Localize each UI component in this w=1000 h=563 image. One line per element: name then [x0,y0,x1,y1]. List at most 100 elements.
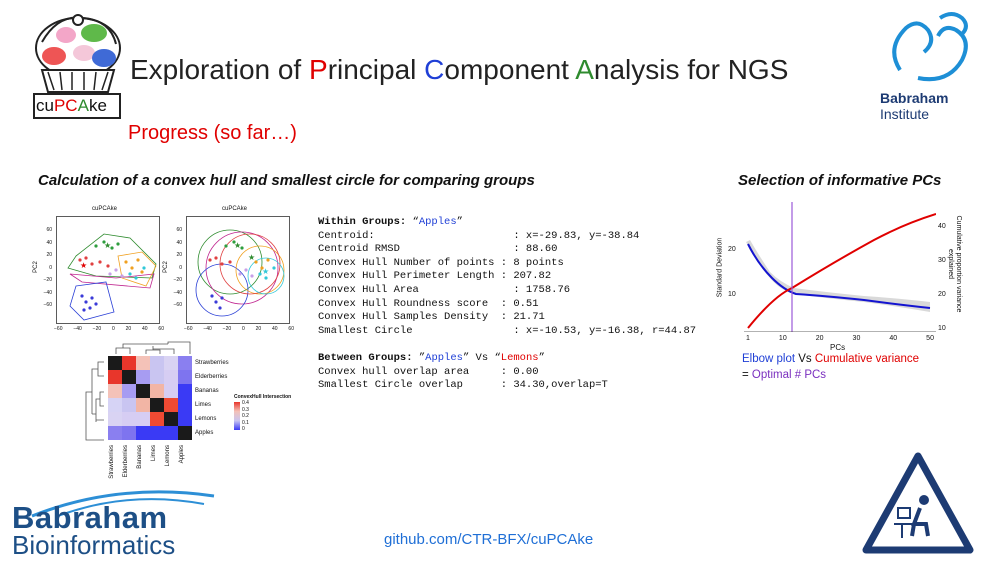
heatmap-col-label: Apples [179,445,185,464]
legend-optimal-pcs: Optimal # PCs [751,369,827,381]
y-tick: 10 [728,291,736,298]
x-tick: −60 [54,326,63,332]
scatter-plot-canvas: ★ ★ ★ [186,216,290,324]
section-left-heading: Calculation of a convex hull and smalles… [38,172,535,189]
x-tick: −20 [222,326,232,332]
scatter-plot-title: cuPCAke [92,206,118,212]
stat-line: Convex Hull Number of points : 8 points [318,256,564,269]
title-part: Exploration of [130,54,309,85]
stat-line: Centroid RMSD : 88.60 [318,243,558,256]
y-tick: 40 [176,239,182,246]
logo-text: cuPCAke [36,96,107,116]
babraham-institute-line2: Institute [880,106,930,122]
heatmap-cell [178,398,192,412]
elbow-y-ticks-left: 20 10 [728,246,736,298]
heatmap-cell [164,384,178,398]
elbow-ylabel-right: Cumulative proportion variance explained [947,215,962,313]
elbow-y-ticks-right: 40 30 20 10 [938,210,946,346]
legend-cumulative-variance: Cumulative variance [814,353,920,365]
title-part: nalysis for NGS [593,54,789,85]
heatmap-row-label: Bananas [195,388,219,394]
babraham-institute-line1: Babraham [880,90,949,106]
progress-heading: Progress (so far…) [128,122,297,144]
heatmap-cell [150,370,164,384]
x-tick: 20 [255,326,262,332]
x-tick: −40 [73,326,82,332]
heatmap-cell [136,356,150,370]
elbow-legend-line2: = Optimal # PCs [742,369,826,381]
legend-tick: 0 [242,426,245,433]
stat-line: Convex Hull Roundness score : 0.51 [318,297,539,310]
y-tick: 60 [176,227,182,233]
heatmap-cell [122,356,136,370]
github-link[interactable]: github.com/CTR-BFX/cuPCAke [384,531,594,548]
heatmap-col-label: Strawberries [109,445,115,479]
scatter-x-ticks: −60 −40 −20 0 20 40 60 [184,326,294,332]
heatmap-cell [136,384,150,398]
babraham-swirl-icon [892,12,968,82]
section-right-heading: Selection of informative PCs [738,172,942,189]
babraham-bioinformatics-line1: Babraham [12,500,168,535]
convexhull-intersection-heatmap: Strawberries Elderberries Bananas Limes … [84,340,304,490]
heatmap-cell [164,370,178,384]
quote: ” [456,216,463,228]
legend-tick: 0.4 [242,400,249,406]
heatmap-row-label: Lemons [195,416,217,422]
heatmap-cell [136,370,150,384]
logo-text-ke: ke [88,96,107,115]
x-tick: 1 [746,335,750,342]
x-tick: 0 [241,326,245,332]
stat-line: Convex Hull Samples Density : 21.71 [318,311,545,324]
heatmap-cell [136,398,150,412]
heatmap-cell [108,384,122,398]
logo-text-pc: PC [53,96,78,115]
heatmap-row-label: Elderberries [195,374,228,380]
heatmap-cell [108,370,122,384]
between-vs: ” Vs “ [462,351,501,364]
x-tick: 40 [272,326,278,332]
svg-text:★: ★ [234,241,241,250]
within-groups-label: Within Groups: [318,216,413,228]
y-tick: 30 [938,257,946,264]
heatmap-cell [178,412,192,426]
heatmap-legend-title: ConvexHull Intersection [234,394,292,400]
heatmap-cell [178,370,192,384]
scatter-x-ticks: −60 −40 −20 0 20 40 60 [54,326,164,332]
x-tick: 20 [815,335,824,342]
quote: ” [538,351,545,364]
y-tick: −20 [43,277,52,283]
between-groups-label: Between Groups: [318,351,419,364]
elbow-x-ticks: 1 10 20 30 40 50 [746,335,934,342]
heatmap-legend: ConvexHull Intersection 0.4 0.3 0.2 0.1 … [234,394,292,432]
x-tick: −60 [184,326,193,332]
heatmap-cell [122,426,136,440]
quote: ” [418,351,426,364]
logo-text-cu: cu [36,96,54,115]
legend-tick: 0.3 [242,406,249,413]
heatmap-cell [178,426,192,440]
title-letter-c: C [424,54,445,85]
x-tick: 0 [111,326,115,332]
x-tick: 40 [889,335,898,342]
heatmap-cell [108,412,122,426]
between-group1-name: Apples [425,351,463,364]
heatmap-row-labels: Strawberries Elderberries Bananas Limes … [195,356,229,440]
elbow-plot: Standard Deviation Cumulative proportion… [716,196,966,352]
heatmap-cell [122,370,136,384]
x-tick: 60 [288,326,294,332]
y-tick: 20 [176,252,182,258]
heatmap-cell [164,356,178,370]
title-part: omponent [444,54,576,85]
within-group-name: Apples [418,216,457,228]
heatmap-cell [164,398,178,412]
y-tick: 20 [938,291,946,298]
stat-line: Convex hull overlap area : 0.00 [318,365,539,378]
heatmap-cell [122,412,136,426]
babraham-bioinformatics-line2: Bioinformatics [12,530,176,560]
x-tick: 10 [778,335,787,342]
heatmap-cell [178,384,192,398]
heatmap-col-label: Lemons [165,445,171,467]
group-statistics: Within Groups: “Apples” Centroid: : x=-2… [318,216,696,393]
stat-line: Convex Hull Perimeter Length : 207.82 [318,270,552,283]
heatmap-cell [164,412,178,426]
